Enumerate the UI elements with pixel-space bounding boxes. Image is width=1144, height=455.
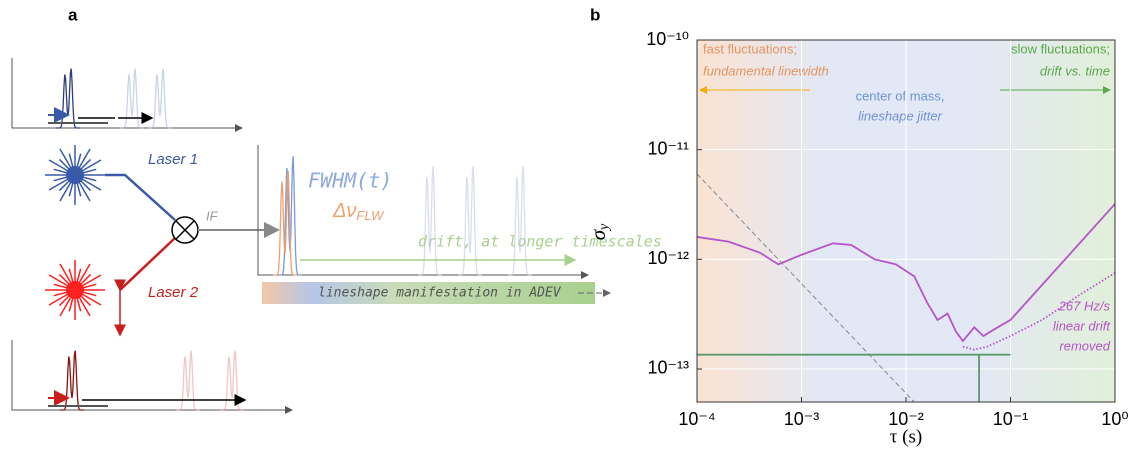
laser-label: Laser 1: [148, 151, 198, 168]
annotation: lineshape jitter: [858, 108, 942, 123]
annotation: slow fluctuations;: [1011, 41, 1110, 56]
annotation: removed: [1059, 338, 1110, 353]
lineshape: [273, 170, 297, 276]
x-tick-label: 10⁻²: [888, 409, 924, 429]
linewidth-label: ΔνFLW: [332, 200, 385, 223]
adev-label: lineshape manifestation in ADEV: [318, 286, 562, 301]
laser-core: [66, 281, 84, 299]
if-label: IF: [206, 208, 219, 223]
subscript: FLW: [356, 208, 385, 223]
series-line: [962, 272, 1116, 351]
annotation: fast fluctuations;: [703, 41, 797, 56]
x-tick-label: 10⁰: [1101, 409, 1128, 429]
laser-core: [66, 166, 84, 184]
y-tick-label: 10⁻¹¹: [647, 138, 689, 158]
plot-frame: [696, 39, 1116, 403]
panel-label: b: [590, 5, 600, 24]
lineshape: [56, 68, 80, 129]
mixer-cross: [175, 220, 195, 240]
annotation: fundamental linewidth: [703, 63, 829, 78]
lineshape: [120, 68, 144, 129]
fwhm-label: FWHM(t): [308, 169, 392, 193]
lineshape: [60, 350, 84, 411]
annotation: linear drift: [1053, 318, 1111, 333]
lineshape: [220, 350, 244, 411]
laser-label: Laser 2: [148, 284, 199, 301]
axes: [257, 145, 589, 279]
x-axis-label: τ (s): [890, 426, 922, 447]
y-tick-label: 10⁻¹³: [647, 358, 689, 378]
y-tick-label: 10⁻¹²: [647, 248, 689, 268]
lineshape: [508, 166, 532, 276]
beam: [105, 173, 176, 221]
annotation: center of mass,: [856, 88, 945, 103]
lineshape: [148, 68, 172, 129]
y-tick-label: 10⁻¹⁰: [646, 29, 689, 49]
annotation: drift vs. time: [1040, 63, 1110, 78]
beam: [119, 237, 176, 291]
plot: 10⁻⁴ 10⁻³ 10⁻² 10⁻¹ 10⁰ 10⁻¹³ 10⁻¹² 10⁻¹¹ 10⁻¹⁰: [646, 29, 1128, 429]
x-tick-label: 10⁻³: [784, 409, 820, 429]
lineshape: [176, 350, 200, 411]
symbol: σ: [586, 228, 610, 240]
subscript: y: [597, 223, 612, 232]
y-axis-label: σy: [586, 223, 612, 240]
series-line: [696, 173, 915, 403]
adev-bar: [262, 282, 595, 304]
axes: [11, 58, 243, 132]
lineshape: [458, 166, 482, 276]
annotation: 267 Hz/s: [1058, 298, 1111, 313]
x-tick-label: 10⁻¹: [993, 409, 1029, 429]
panel-a: a Laser 1 Laser 2 IF FWHM(t) ΔνFLW drift…: [11, 5, 662, 414]
panel-label: a: [68, 5, 78, 24]
drift-label: drift, at longer timescales: [418, 233, 662, 251]
x-tick-label: 10⁻⁴: [678, 409, 715, 429]
symbol: Δν: [332, 200, 356, 222]
annotations: fast fluctuations; fundamental linewidth…: [699, 41, 1111, 353]
lineshape: [418, 166, 442, 276]
